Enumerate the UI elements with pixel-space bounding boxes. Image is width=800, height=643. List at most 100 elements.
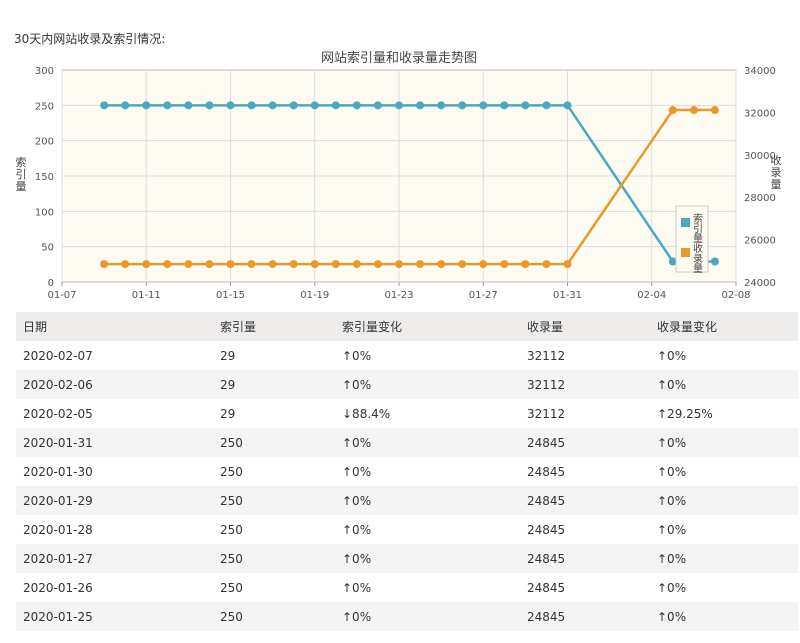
y-right-tick-label: 30000 — [744, 151, 776, 162]
stats-table: 日期 索引量 索引量变化 收录量 收录量变化 2020-02-07 29 ↑0% 32… — [16, 312, 798, 631]
x-tick-label: 01-19 — [300, 290, 329, 301]
y-left-tick-label: 150 — [35, 172, 54, 183]
cell-indexed-change: ↑0% — [650, 370, 798, 399]
y-right-tick-label: 28000 — [744, 193, 776, 204]
data-point — [521, 260, 530, 269]
data-point — [458, 101, 467, 110]
cell-date: 2020-01-27 — [16, 544, 213, 573]
x-tick-label: 02-08 — [721, 290, 750, 301]
section-heading: 30天内网站收录及索引情况: — [14, 32, 166, 46]
data-point — [416, 260, 425, 269]
table-row: 2020-01-31 250 ↑0% 24845 ↑0% — [16, 428, 798, 457]
y-left-tick-label: 300 — [35, 66, 54, 77]
data-point — [226, 260, 235, 269]
data-point — [100, 260, 109, 269]
data-point — [500, 260, 509, 269]
data-point — [668, 257, 677, 266]
y-right-tick-label: 26000 — [744, 236, 776, 247]
cell-date: 2020-02-06 — [16, 370, 213, 399]
table-row: 2020-02-07 29 ↑0% 32112 ↑0% — [16, 341, 798, 370]
data-point — [205, 260, 214, 269]
cell-index-change: ↑0% — [335, 602, 520, 631]
table-row: 2020-02-05 29 ↓88.4% 32112 ↑29.25% — [16, 399, 798, 428]
data-point — [121, 260, 130, 269]
cell-indexed-pages: 24845 — [527, 522, 566, 537]
cell-index-change: ↑0% — [342, 348, 372, 363]
header-date: 日期 — [16, 312, 213, 341]
cell-index-change: ↑0% — [335, 370, 520, 399]
cell-date: 2020-01-28 — [23, 522, 93, 537]
data-point — [352, 260, 361, 269]
cell-index-change: ↓88.4% — [342, 406, 391, 421]
data-point — [268, 101, 277, 110]
x-tick-label: 01-31 — [553, 290, 582, 301]
cell-indexed-change: ↑29.25% — [657, 406, 713, 421]
y-right-axis-label: 收录量 — [771, 153, 782, 191]
table-row: 2020-02-06 29 ↑0% 32112 ↑0% — [16, 370, 798, 399]
cell-index: 250 — [220, 522, 243, 537]
data-point — [458, 260, 467, 269]
legend-box — [675, 205, 709, 273]
data-point — [142, 101, 151, 110]
cell-indexed-change: ↑0% — [657, 522, 687, 537]
data-point — [268, 260, 277, 269]
data-point — [184, 260, 193, 269]
header-indexed-change: 收录量变化 — [650, 312, 798, 341]
cell-indexed-pages: 32112 — [527, 348, 566, 363]
cell-index: 250 — [213, 486, 335, 515]
data-point — [437, 101, 446, 110]
data-point — [373, 101, 382, 110]
cell-indexed-change: ↑0% — [650, 602, 798, 631]
data-point — [289, 260, 298, 269]
cell-indexed-pages: 24845 — [520, 486, 650, 515]
y-right-tick-label: 34000 — [744, 66, 776, 77]
table-row: 2020-01-30 250 ↑0% 24845 ↑0% — [16, 457, 798, 486]
y-left-tick-label: 50 — [41, 243, 54, 254]
data-point — [416, 101, 425, 110]
cell-date: 2020-02-05 — [23, 406, 93, 421]
cell-indexed-pages: 32112 — [527, 406, 566, 421]
x-tick-label: 01-23 — [384, 290, 413, 301]
cell-index: 250 — [220, 464, 243, 479]
y-left-tick-label: 100 — [35, 207, 54, 218]
table-header-row: 日期 索引量 索引量变化 收录量 收录量变化 — [16, 312, 798, 341]
cell-indexed-change: ↑0% — [650, 486, 798, 515]
data-point — [100, 101, 109, 110]
data-point — [437, 260, 446, 269]
data-point — [310, 101, 319, 110]
data-point — [226, 101, 235, 110]
legend-label-1: 收录量 — [693, 242, 703, 275]
cell-date: 2020-01-29 — [16, 486, 213, 515]
data-point — [395, 101, 403, 110]
y-left-tick-label: 250 — [35, 101, 54, 112]
cell-indexed-change: ↑0% — [657, 464, 687, 479]
cell-index-change: ↑0% — [342, 464, 372, 479]
cell-index-change: ↑0% — [335, 486, 520, 515]
cell-date: 2020-01-25 — [16, 602, 213, 631]
y-right-tick-label: 32000 — [744, 108, 776, 119]
data-point — [121, 101, 130, 110]
data-point — [352, 101, 361, 110]
data-point — [668, 106, 677, 115]
data-point — [373, 260, 382, 269]
y-right-tick-label: 24000 — [744, 278, 776, 289]
cell-date: 2020-01-26 — [23, 580, 93, 595]
cell-index: 250 — [220, 580, 243, 595]
data-point — [142, 260, 151, 269]
legend-swatch-1 — [681, 248, 690, 257]
cell-index-change: ↑0% — [342, 580, 372, 595]
cell-index-change: ↑0% — [342, 522, 372, 537]
cell-index: 250 — [213, 602, 335, 631]
data-point — [689, 106, 698, 115]
y-left-tick-label: 0 — [48, 278, 54, 289]
cell-index: 250 — [213, 544, 335, 573]
x-tick-label: 02-04 — [637, 290, 666, 301]
cell-index-change: ↑0% — [335, 544, 520, 573]
cell-indexed-change: ↑0% — [657, 580, 687, 595]
cell-indexed-pages: 24845 — [520, 428, 650, 457]
data-point — [479, 260, 488, 269]
y-left-tick-label: 200 — [35, 137, 54, 148]
cell-indexed-pages: 32112 — [520, 370, 650, 399]
cell-index: 29 — [213, 370, 335, 399]
cell-indexed-pages: 24845 — [527, 464, 566, 479]
